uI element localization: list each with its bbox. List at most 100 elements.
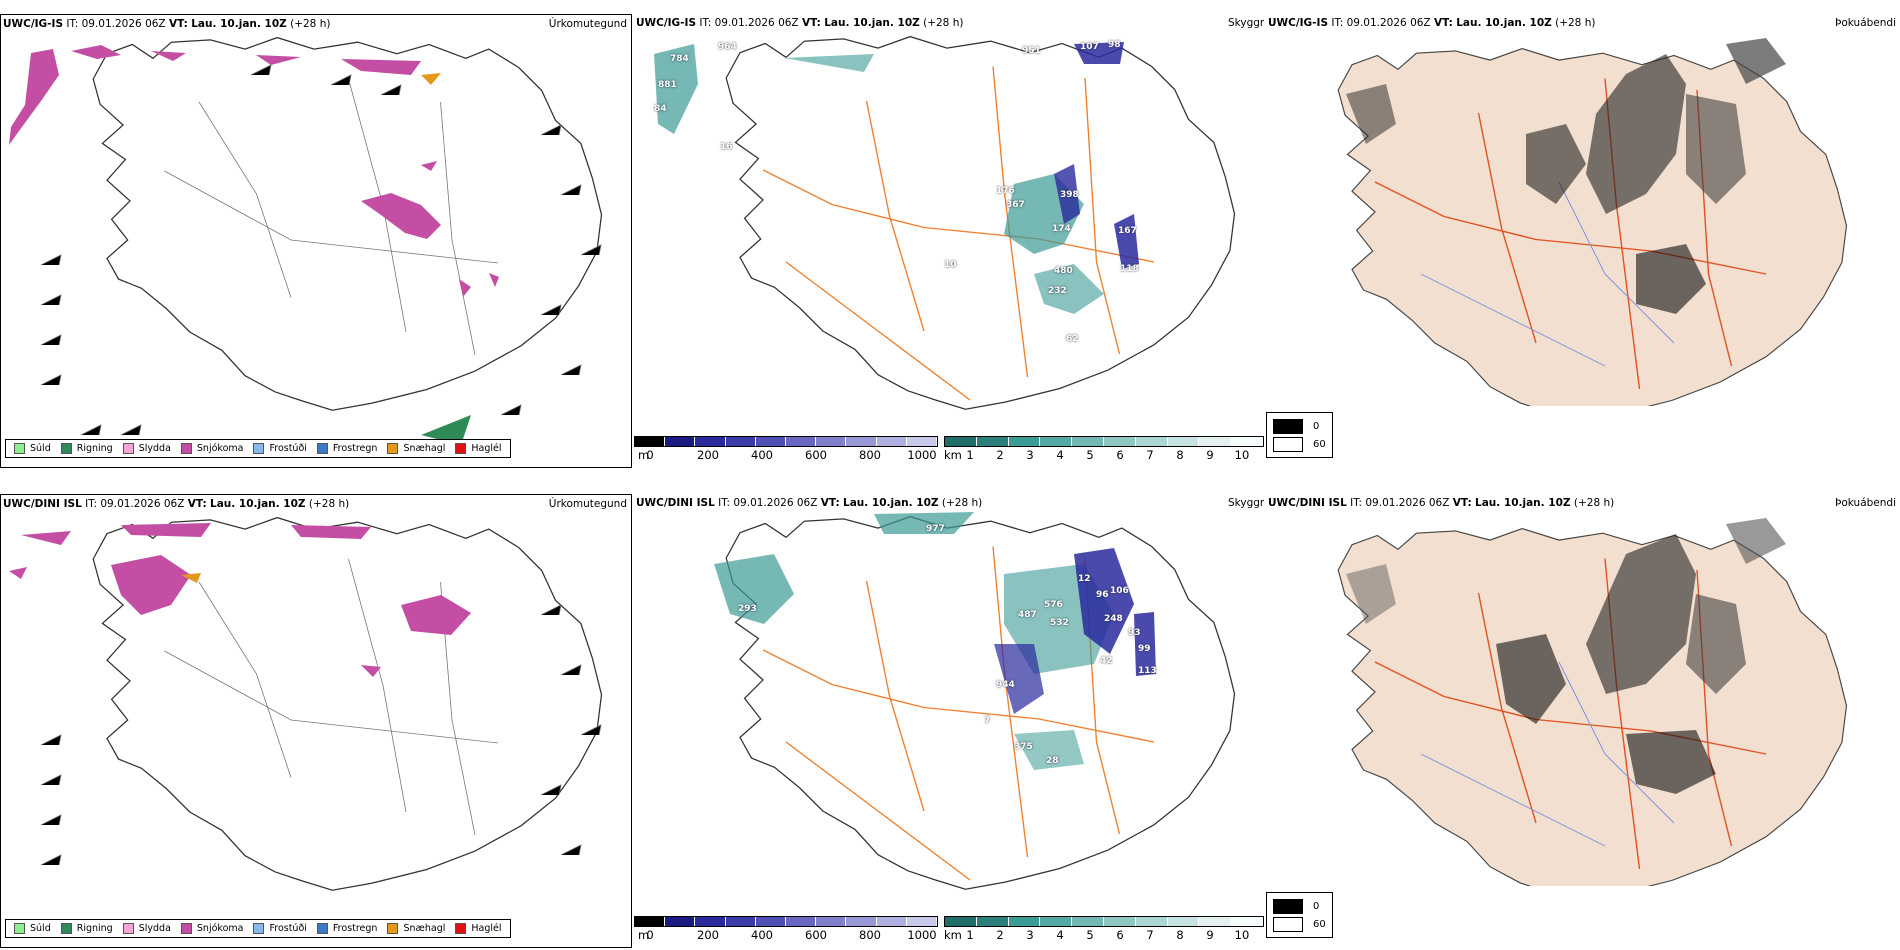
tick-label: 3	[1026, 448, 1034, 462]
legend-item: Snæhagl	[387, 923, 445, 934]
precip-legend: Súld Rigning Slydda Snjókoma Frostúði Fr…	[5, 439, 511, 458]
precip-legend: Súld Rigning Slydda Snjókoma Frostúði Fr…	[5, 919, 511, 938]
fog-panel-1: UWC/IG-IS IT: 09.01.2026 06Z VT: Lau. 10…	[1266, 14, 1900, 406]
legend-item: 0	[1273, 897, 1326, 915]
tick-label: 6	[1116, 448, 1124, 462]
precip-type-label: Úrkomutegund	[548, 498, 627, 510]
value-label: 118	[1120, 264, 1139, 274]
value-label: 28	[1046, 756, 1059, 766]
precip-map	[9, 36, 603, 445]
tick-label: 9	[1206, 928, 1214, 942]
legend-item: Súld	[14, 923, 51, 934]
value-label: 99	[1138, 644, 1151, 654]
fog-panel-2: UWC/DINI ISL IT: 09.01.2026 06Z VT: Lau.…	[1266, 494, 1900, 886]
value-label: 248	[1104, 614, 1123, 624]
tick-label: 4	[1056, 448, 1064, 462]
fog-label: Þokuábendi	[1835, 17, 1896, 29]
fog-map	[1337, 38, 1848, 406]
panel-title: UWC/DINI ISL IT: 09.01.2026 06Z VT: Lau.…	[636, 497, 983, 509]
value-label: 480	[1054, 266, 1073, 276]
tick-label: 400	[751, 448, 773, 462]
legend-item: Haglél	[455, 443, 502, 454]
panel-title: UWC/IG-IS IT: 09.01.2026 06Z VT: Lau. 10…	[3, 18, 331, 30]
value-label: 107	[1080, 42, 1099, 52]
value-label: 62	[1066, 334, 1079, 344]
colorbar-unit: m	[638, 448, 650, 462]
panel-title: UWC/IG-IS IT: 09.01.2026 06Z VT: Lau. 10…	[1268, 17, 1596, 29]
fog-map	[1337, 518, 1848, 886]
value-label: 784	[670, 54, 689, 64]
legend-item: Snjókoma	[180, 443, 243, 454]
sky-legend: 0 60	[1266, 892, 1333, 938]
precip-type-label: Úrkomutegund	[548, 18, 627, 30]
tick-label: 3	[1026, 928, 1034, 942]
tick-label: 200	[697, 928, 719, 942]
tick-label: 2	[996, 928, 1004, 942]
tick-label: 5	[1086, 928, 1094, 942]
value-label: 174	[1052, 224, 1071, 234]
legend-item: Rigning	[60, 443, 113, 454]
value-label: 98	[1108, 40, 1121, 50]
panel-title: UWC/DINI ISL IT: 09.01.2026 06Z VT: Lau.…	[1268, 497, 1615, 509]
tick-label: 800	[859, 448, 881, 462]
value-label: 96	[1096, 590, 1109, 600]
tick-label: 0	[646, 448, 654, 462]
legend-item: Slydda	[122, 443, 171, 454]
value-label: 367	[1006, 200, 1025, 210]
fog-label: Þokuábendi	[1835, 497, 1896, 509]
skyggni-label: Skyggni	[1228, 497, 1264, 509]
colorbar-visibility: km 1 2 3 4 5 6 7 8 9 10	[944, 436, 1264, 462]
visibility-panel-1: UWC/IG-IS IT: 09.01.2026 06Z VT: Lau. 10…	[634, 14, 1264, 468]
value-label: 977	[926, 524, 945, 534]
tick-label: 2	[996, 448, 1004, 462]
value-label: 16	[720, 142, 733, 152]
value-label: 42	[1100, 656, 1113, 666]
tick-label: 7	[1146, 448, 1154, 462]
colorbar-height: m 0 200 400 600 800 1000	[634, 436, 938, 462]
tick-label: 1000	[907, 448, 937, 462]
value-label: 167	[1118, 226, 1137, 236]
legend-item: Slydda	[122, 923, 171, 934]
tick-label: 9	[1206, 448, 1214, 462]
tick-label: 4	[1056, 928, 1064, 942]
legend-item: Frostúði	[253, 923, 307, 934]
tick-label: 0	[646, 928, 654, 942]
value-label: 10	[944, 260, 957, 270]
sky-legend: 0 60	[1266, 412, 1333, 458]
visibility-map	[654, 35, 1236, 410]
legend-item: Frostregn	[316, 443, 377, 454]
precip-type-panel-1: UWC/IG-IS IT: 09.01.2026 06Z VT: Lau. 10…	[0, 14, 632, 468]
value-label: 964	[718, 42, 737, 52]
colorbar-unit: km	[944, 448, 962, 462]
tick-label: 8	[1176, 928, 1184, 942]
tick-label: 5	[1086, 448, 1094, 462]
value-label: 375	[1014, 742, 1033, 752]
value-label: 576	[1044, 600, 1063, 610]
panel-title: UWC/IG-IS IT: 09.01.2026 06Z VT: Lau. 10…	[636, 17, 964, 29]
precip-map	[9, 516, 603, 891]
legend-item: Súld	[14, 443, 51, 454]
colorbar-unit: km	[944, 928, 962, 942]
legend-item: 60	[1273, 915, 1326, 933]
legend-item: Haglél	[455, 923, 502, 934]
legend-item: Frostúði	[253, 443, 307, 454]
tick-label: 1000	[907, 928, 937, 942]
value-label: 293	[738, 604, 757, 614]
value-label: 232	[1048, 286, 1067, 296]
legend-item: 60	[1273, 435, 1326, 453]
value-label: 93	[1128, 628, 1141, 638]
tick-label: 6	[1116, 928, 1124, 942]
value-label: 944	[996, 680, 1015, 690]
value-label: 7	[984, 716, 991, 726]
visibility-map	[714, 512, 1236, 890]
visibility-panel-2: UWC/DINI ISL IT: 09.01.2026 06Z VT: Lau.…	[634, 494, 1264, 948]
value-label: 106	[1110, 586, 1129, 596]
value-label: 84	[654, 104, 667, 114]
colorbar-unit: m	[638, 928, 650, 942]
legend-item: Snæhagl	[387, 443, 445, 454]
tick-label: 600	[805, 448, 827, 462]
value-label: 487	[1018, 610, 1037, 620]
value-label: 881	[658, 80, 677, 90]
legend-item: 0	[1273, 417, 1326, 435]
legend-item: Frostregn	[316, 923, 377, 934]
